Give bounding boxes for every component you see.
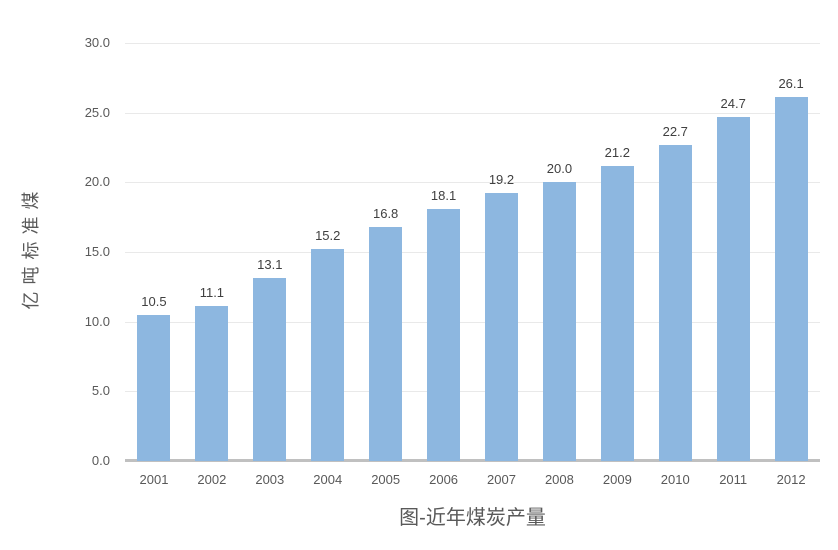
x-tick-label: 2005 [371, 472, 401, 487]
x-tick-label: 2002 [197, 472, 227, 487]
bar-data-label: 13.1 [257, 257, 283, 273]
y-axis-title: 亿吨标准煤 [21, 184, 41, 310]
x-tick-label: 2001 [139, 472, 169, 487]
bar-data-label: 11.1 [199, 285, 225, 301]
bar-group-2007: 19.2 [473, 43, 531, 461]
bar[interactable] [427, 208, 461, 461]
bar-group-2012: 26.1 [762, 43, 820, 461]
bar[interactable] [542, 182, 576, 461]
y-tick-label: 10.0 [84, 313, 110, 329]
x-tick-label: 2007 [487, 472, 516, 487]
bar[interactable] [600, 165, 634, 461]
bar-data-label: 24.7 [720, 95, 746, 111]
x-tick-label: 2006 [429, 472, 459, 487]
y-tick-label: 0.0 [91, 453, 110, 468]
bar-group-2004: 15.2 [299, 43, 357, 461]
bar[interactable] [658, 144, 692, 461]
bar[interactable] [137, 314, 171, 461]
gridline [125, 252, 820, 253]
plot-area: 10.5 11.1 13.1 15.2 16.8 18.1 19.2 20.0 21.2 22.7… [125, 43, 820, 462]
bar[interactable] [311, 249, 345, 461]
bar-group-2009: 21.2 [588, 43, 646, 461]
bar-data-label: 16.8 [372, 205, 399, 221]
bar-group-2006: 18.1 [415, 43, 473, 461]
x-tick-label: 2004 [313, 472, 343, 487]
bar-data-label: 26.1 [778, 76, 804, 92]
bar[interactable] [369, 226, 403, 461]
bar-data-label: 15.2 [315, 228, 341, 244]
gridline [125, 391, 820, 393]
bar-series: 10.5 11.1 13.1 15.2 16.8 18.1 19.2 20.0 21.2 22.7… [125, 43, 820, 461]
bar-group-2005: 16.8 [357, 43, 415, 461]
gridline [125, 321, 820, 323]
x-tick-label: 2010 [660, 472, 690, 487]
x-tick-label: 2011 [719, 472, 748, 487]
bar-data-label: 18.1 [430, 187, 457, 203]
bar-group-2010: 22.7 [646, 43, 704, 461]
bar[interactable] [195, 306, 229, 461]
x-axis-tick-labels: 2001 2002 2003 2004 2005 2006 2007 2008 2009 2010… [125, 472, 820, 488]
y-tick-label: 25.0 [84, 104, 110, 120]
bar[interactable] [253, 278, 287, 461]
bar-group-2011: 24.7 [704, 43, 762, 461]
chart-title: 图-近年煤炭产量 [399, 507, 546, 529]
bar[interactable] [774, 97, 808, 461]
bar-group-2008: 20.0 [530, 43, 588, 461]
x-tick-label: 2012 [776, 472, 806, 487]
y-axis-tick-labels: 30.0 25.0 20.0 15.0 10.0 5.0 0.0 [58, 35, 110, 468]
bar[interactable] [484, 193, 518, 461]
bar[interactable] [716, 116, 750, 461]
bar-data-label: 21.2 [604, 144, 630, 160]
bar-group-2003: 13.1 [241, 43, 299, 461]
bar-data-label: 20.0 [546, 161, 573, 177]
y-tick-label: 30.0 [84, 35, 110, 50]
bar-group-2002: 11.1 [183, 43, 241, 461]
y-tick-label: 15.0 [84, 244, 110, 259]
x-axis-line [125, 459, 820, 462]
bar-data-label: 10.5 [141, 293, 167, 309]
gridline [125, 182, 820, 184]
bar-data-label: 22.7 [662, 123, 688, 139]
gridline [125, 112, 820, 114]
y-tick-label: 20.0 [84, 174, 110, 190]
gridline [125, 43, 820, 44]
x-tick-label: 2008 [544, 472, 574, 487]
bar-data-label: 19.2 [488, 172, 515, 188]
x-tick-label: 2009 [602, 472, 632, 487]
y-tick-label: 5.0 [91, 383, 110, 399]
bar-group-2001: 10.5 [125, 43, 183, 461]
x-tick-label: 2003 [255, 472, 285, 487]
